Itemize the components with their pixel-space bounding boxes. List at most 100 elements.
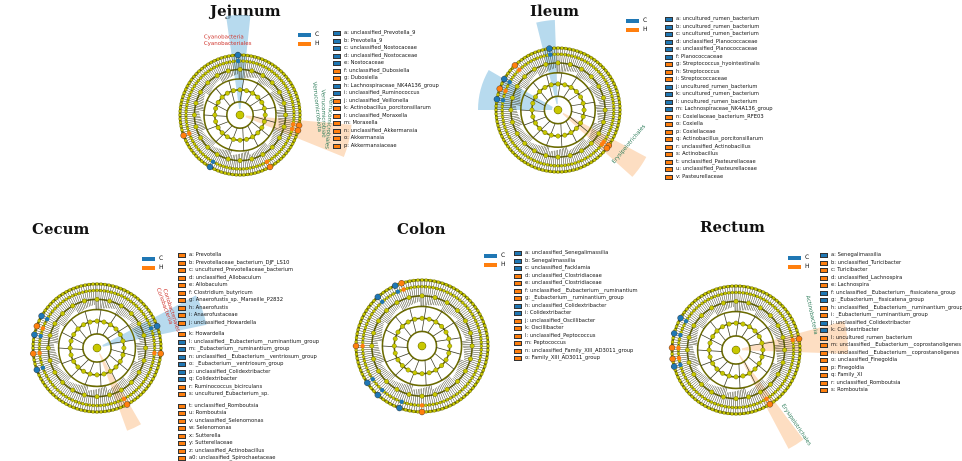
taxon-node: [405, 401, 409, 406]
legend-item: p: Coxiellaceae: [665, 129, 773, 137]
taxon-node: [730, 412, 734, 416]
taxon-node: [71, 359, 77, 364]
branch-line: [226, 56, 232, 77]
branch-line: [34, 356, 58, 363]
taxon-node: [136, 297, 140, 301]
branch-line: [192, 77, 211, 93]
taxon-node: [141, 333, 147, 338]
taxon-node: [286, 148, 291, 152]
taxon-node: [419, 393, 425, 399]
taxon-node: [180, 98, 184, 102]
taxon-node: [786, 310, 790, 315]
taxon-node: [765, 292, 769, 296]
taxon-node: [477, 359, 482, 363]
branch-line: [356, 350, 380, 354]
branch-line: [442, 289, 457, 312]
taxon-node: [361, 348, 365, 352]
branch-line: [114, 289, 124, 310]
legend-item: b: Senegalimassilia: [514, 258, 638, 266]
taxon-node: [238, 173, 242, 177]
taxon-node: [746, 411, 750, 415]
taxon-node: [468, 389, 472, 393]
group-h-swatch: [142, 265, 155, 270]
branch-line: [41, 368, 61, 381]
taxon-node: [178, 109, 182, 113]
taxon-node: [699, 381, 705, 387]
taxon-node: [71, 332, 77, 337]
taxon-node: [523, 160, 527, 164]
branch-line: [245, 151, 250, 175]
taxon-node: [780, 314, 785, 318]
branch-line: [415, 280, 418, 303]
group-h-label: H: [643, 26, 648, 33]
c-enriched-node: [683, 319, 689, 324]
branch-line: [360, 360, 386, 371]
taxon-node: [75, 285, 79, 289]
branch-line: [546, 48, 552, 70]
legend-label: o: Akkermansia: [344, 135, 385, 141]
taxon-node: [192, 142, 197, 146]
legend-label: m: Lachnospiraceae_NK4A136_group: [676, 106, 773, 112]
legend-label: h: unclassified_Colidextribacter: [525, 302, 607, 309]
panel-title-rectum: Rectum: [700, 218, 765, 236]
legend-label: i: _Eubacterium__ruminantium_group: [831, 312, 928, 318]
legend-item: d: unclassified_Lachnospira: [820, 275, 962, 283]
branch-line: [383, 381, 397, 400]
legend-label: k: Colidextribacter: [831, 327, 879, 333]
h-enriched-node: [676, 345, 681, 351]
legend-swatch: [514, 311, 522, 317]
branch-line: [719, 288, 726, 311]
legend-label: j: unclassified_Oscillibacter: [525, 317, 596, 324]
branch-line: [464, 355, 487, 362]
taxon-node: [474, 319, 478, 323]
legend-swatch: [665, 137, 673, 143]
taxon-node: [79, 284, 83, 288]
c-enriched-node: [206, 163, 214, 171]
branch-line: [215, 59, 226, 81]
taxon-node: [687, 382, 692, 386]
c-enriched-node: [44, 317, 50, 322]
branch-line: [692, 378, 711, 398]
legend-label: d: unclassified_Nostocaceae: [344, 52, 418, 59]
branch-line: [39, 366, 59, 377]
branch-line: [498, 92, 521, 100]
taxon-node: [567, 153, 573, 158]
legend-label: m: Peptococcus: [525, 340, 566, 346]
taxon-node: [463, 368, 468, 374]
c-enriched-node: [148, 326, 154, 331]
c-enriched-node: [670, 330, 678, 337]
taxon-node: [361, 336, 365, 341]
taxon-node: [722, 411, 726, 415]
taxon-node: [548, 132, 554, 138]
taxon-node: [703, 404, 707, 408]
taxon-node: [276, 159, 280, 163]
taxon-node: [483, 364, 487, 369]
taxon-node: [74, 399, 78, 404]
taxon-node: [152, 346, 157, 350]
branch-line: [711, 387, 721, 410]
taxon-node: [518, 149, 522, 153]
branch-line: [714, 289, 724, 312]
taxon-node: [674, 371, 679, 376]
branch-line: [76, 385, 86, 409]
taxon-node: [603, 78, 607, 82]
legend-item: m: unclassified__Eubacterium__coprostano…: [820, 342, 962, 350]
taxon-node: [94, 318, 100, 324]
legend-item: p: unclassified_Colidextribacter: [178, 369, 319, 377]
taxon-node: [707, 290, 711, 294]
branch-line: [675, 327, 698, 336]
legend-label: i: Colidextribacter: [525, 310, 572, 316]
clade-label: Verrucomicrobiae: [320, 89, 327, 138]
taxon-node: [99, 410, 103, 414]
branch-line: [497, 119, 521, 127]
taxon-node: [284, 75, 288, 79]
legend-swatch: [820, 335, 828, 341]
branch-line: [447, 376, 464, 398]
taxon-node: [709, 400, 714, 404]
taxon-node: [559, 164, 564, 168]
branch-line: [366, 368, 386, 382]
branch-line: [180, 111, 200, 114]
branch-line: [545, 151, 550, 171]
branch-line: [580, 140, 596, 160]
taxon-node: [64, 297, 68, 302]
